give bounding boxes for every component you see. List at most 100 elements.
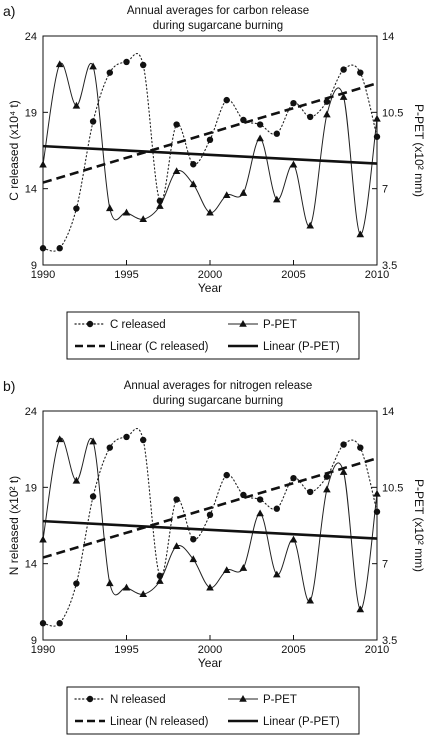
trend-released-line (42, 82, 378, 184)
point-ppet (122, 583, 131, 591)
x-tick-label: 2000 (198, 269, 222, 281)
legend: C released P-PET Linear (C released) Linear… (66, 311, 360, 360)
x-tick-label: 2000 (198, 644, 222, 656)
point-ppet (172, 542, 181, 550)
point-ppet (239, 564, 248, 571)
point-ppet (373, 489, 381, 497)
point-released (156, 572, 164, 580)
legend-released-label: C released (110, 319, 166, 331)
trend-released-line (42, 457, 378, 559)
chart-title-line: during sugarcane burning (153, 395, 283, 407)
series-released-line (42, 427, 378, 627)
point-ppet (106, 579, 114, 587)
point-ppet (189, 180, 198, 188)
point-ppet (289, 535, 298, 543)
legend-released-marker (86, 320, 94, 328)
point-ppet (189, 555, 198, 563)
legend-trend-released-label: Linear (C released) (110, 341, 209, 353)
legend-trend-ppet-label: Linear (P-PET) (263, 341, 340, 353)
x-tick-label: 1995 (114, 644, 138, 656)
x-tick-label: 2005 (281, 269, 305, 281)
y2-tick-label: 3.5 (382, 635, 397, 647)
point-released (323, 98, 331, 105)
point-released (106, 444, 114, 451)
series-released-line (42, 52, 378, 252)
point-released (140, 61, 147, 69)
point-ppet (172, 167, 181, 175)
point-released (89, 118, 97, 125)
chart-title-line: Annual averages for carbon release (127, 5, 309, 17)
chart-title-line: Annual averages for nitrogen release (124, 380, 313, 392)
point-ppet (339, 468, 348, 475)
y-axis-label: N released (x10² t) (7, 476, 21, 575)
chart-carbon: a) Annual averages for carbon release duri… (3, 3, 426, 360)
point-ppet (55, 60, 64, 68)
point-ppet (306, 596, 314, 604)
point-released (206, 511, 214, 519)
x-axis-label: Year (198, 656, 222, 670)
point-released (307, 488, 314, 496)
point-ppet (206, 583, 214, 591)
point-ppet (222, 566, 231, 574)
y-tick-label: 9 (31, 260, 37, 272)
point-released (290, 474, 297, 482)
point-ppet (156, 202, 164, 209)
point-released (256, 496, 264, 503)
point-released (373, 508, 381, 515)
point-ppet (323, 485, 331, 493)
x-tick-label: 1990 (31, 269, 55, 281)
y-tick-label: 19 (25, 482, 37, 494)
panel-label: a) (3, 3, 15, 19)
point-released (123, 433, 130, 441)
point-released (223, 96, 230, 104)
point-released (240, 116, 247, 124)
point-released (323, 473, 331, 480)
point-ppet (273, 195, 281, 203)
y-tick-label: 24 (25, 406, 37, 418)
point-ppet (356, 230, 365, 238)
y2-axis-label: P-PET (x10² mm) (412, 104, 426, 197)
legend-ppet-marker (239, 695, 247, 702)
y2-tick-label: 14 (382, 406, 394, 418)
point-released (140, 436, 147, 444)
plot-frame (42, 410, 378, 641)
point-released (357, 69, 364, 76)
point-ppet (156, 577, 164, 584)
point-released (173, 121, 180, 128)
point-released (73, 580, 80, 587)
point-ppet (72, 101, 81, 109)
point-ppet (89, 437, 97, 445)
point-released (340, 66, 347, 73)
point-ppet (72, 476, 81, 484)
point-released (39, 620, 47, 627)
point-ppet (339, 93, 348, 100)
x-tick-label: 1990 (31, 644, 55, 656)
point-ppet (256, 509, 264, 517)
point-ppet (89, 62, 97, 70)
y2-tick-label: 10.5 (382, 482, 403, 494)
y2-tick-label: 7 (382, 559, 388, 571)
point-released (256, 121, 264, 128)
legend-ppet-label: P-PET (263, 694, 297, 706)
point-released (56, 245, 63, 252)
legend-trend-ppet-label: Linear (P-PET) (263, 716, 340, 728)
point-ppet (256, 134, 264, 142)
y2-tick-label: 3.5 (382, 260, 397, 272)
point-ppet (39, 160, 47, 168)
point-released (290, 99, 297, 107)
x-tick-label: 2005 (281, 644, 305, 656)
point-ppet (122, 208, 131, 216)
legend-released-marker (86, 695, 94, 703)
plot-frame (42, 35, 378, 266)
point-released (106, 69, 114, 76)
y-axis-label: C released (x10⁴ t) (7, 100, 21, 201)
x-tick-label: 1995 (114, 269, 138, 281)
y-tick-label: 14 (25, 184, 37, 196)
y-tick-label: 19 (25, 107, 37, 119)
legend-trend-released-label: Linear (N released) (110, 716, 209, 728)
x-tick-label: 2010 (365, 269, 389, 281)
point-ppet (106, 204, 114, 212)
point-released (190, 161, 197, 168)
point-ppet (55, 435, 64, 443)
point-released (340, 441, 347, 448)
